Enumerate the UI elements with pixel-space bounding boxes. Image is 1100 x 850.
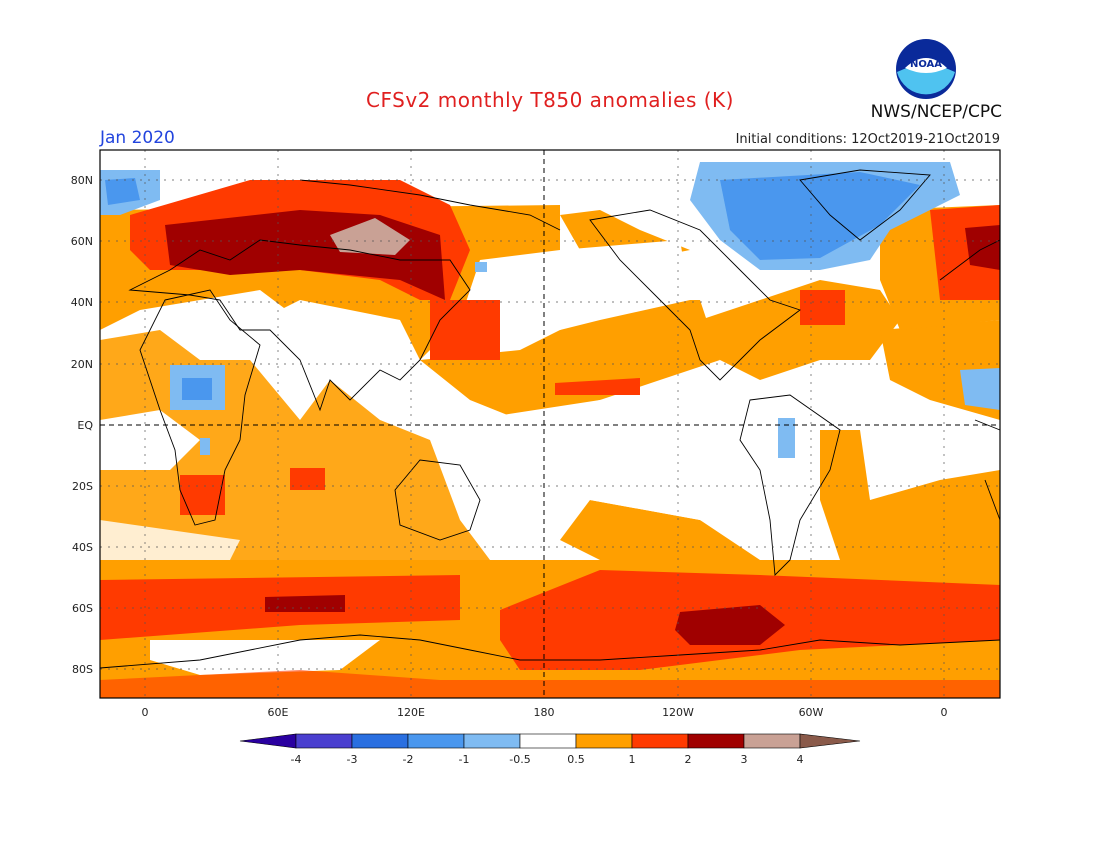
colorbar-swatch — [295, 733, 353, 749]
colorbar-swatch — [631, 733, 689, 749]
anomaly-fill-3-4 — [330, 218, 410, 255]
lon-tick-label: 120E — [397, 706, 425, 719]
forecast-month: Jan 2020 — [100, 128, 175, 148]
colorbar-label: 1 — [629, 753, 636, 766]
colorbar-swatch — [575, 733, 633, 749]
lat-tick-label: EQ — [77, 419, 93, 432]
lat-tick-label: 20S — [72, 480, 93, 493]
lat-tick-label: 60S — [72, 602, 93, 615]
lon-axis: 0 60E 120E 180 120W 60W 0 — [142, 706, 948, 719]
colorbar-label: -4 — [291, 753, 302, 766]
graticule — [100, 150, 1000, 698]
lat-tick-label: 80N — [71, 174, 93, 187]
svg-text:NOAA: NOAA — [910, 59, 942, 70]
lon-tick-label: 60E — [268, 706, 289, 719]
coastlines — [99, 169, 1001, 669]
lat-tick-label: 20N — [71, 358, 93, 371]
lat-axis: 80N 60N 40N 20N EQ 20S 40S 60S 80S — [71, 174, 94, 676]
colorbar-swatch — [407, 733, 465, 749]
colorbar-label: 4 — [797, 753, 804, 766]
colorbar-swatch — [743, 733, 801, 749]
colorbar-label: -0.5 — [509, 753, 530, 766]
noaa-logo-icon: NOAA — [896, 39, 956, 99]
org-label: NWS/NCEP/CPC — [870, 102, 1002, 122]
colorbar-label: 3 — [741, 753, 748, 766]
colorbar-label: -1 — [459, 753, 470, 766]
colorbar-label: -3 — [347, 753, 358, 766]
colorbar-label: -2 — [403, 753, 414, 766]
colorbar-label: 2 — [685, 753, 692, 766]
colorbar-swatch — [351, 733, 409, 749]
lat-tick-label: 80S — [72, 663, 93, 676]
lon-tick-label: 0 — [142, 706, 149, 719]
colorbar-low-arrow — [239, 733, 297, 749]
map-title: CFSv2 monthly T850 anomalies (K) — [366, 88, 734, 112]
equator-dateline — [100, 150, 1000, 698]
colorbar-swatch — [463, 733, 521, 749]
lat-tick-label: 40N — [71, 296, 93, 309]
colorbar-high-arrow — [799, 733, 861, 749]
lon-tick-label: 0 — [941, 706, 948, 719]
colorbar-label: 0.5 — [567, 753, 585, 766]
colorbar: -4 -3 -2 -1 -0.5 0.5 1 2 3 4 — [239, 733, 861, 766]
lat-tick-label: 40S — [72, 541, 93, 554]
anomaly-fill-negative-mid — [105, 172, 920, 400]
map-panel — [99, 149, 1001, 699]
lon-tick-label: 180 — [534, 706, 555, 719]
lon-tick-label: 120W — [662, 706, 694, 719]
lat-tick-label: 60N — [71, 235, 93, 248]
initial-conditions: Initial conditions: 12Oct2019-21Oct2019 — [735, 132, 1000, 147]
colorbar-swatch — [519, 733, 577, 749]
lon-tick-label: 60W — [799, 706, 824, 719]
colorbar-swatch — [687, 733, 745, 749]
